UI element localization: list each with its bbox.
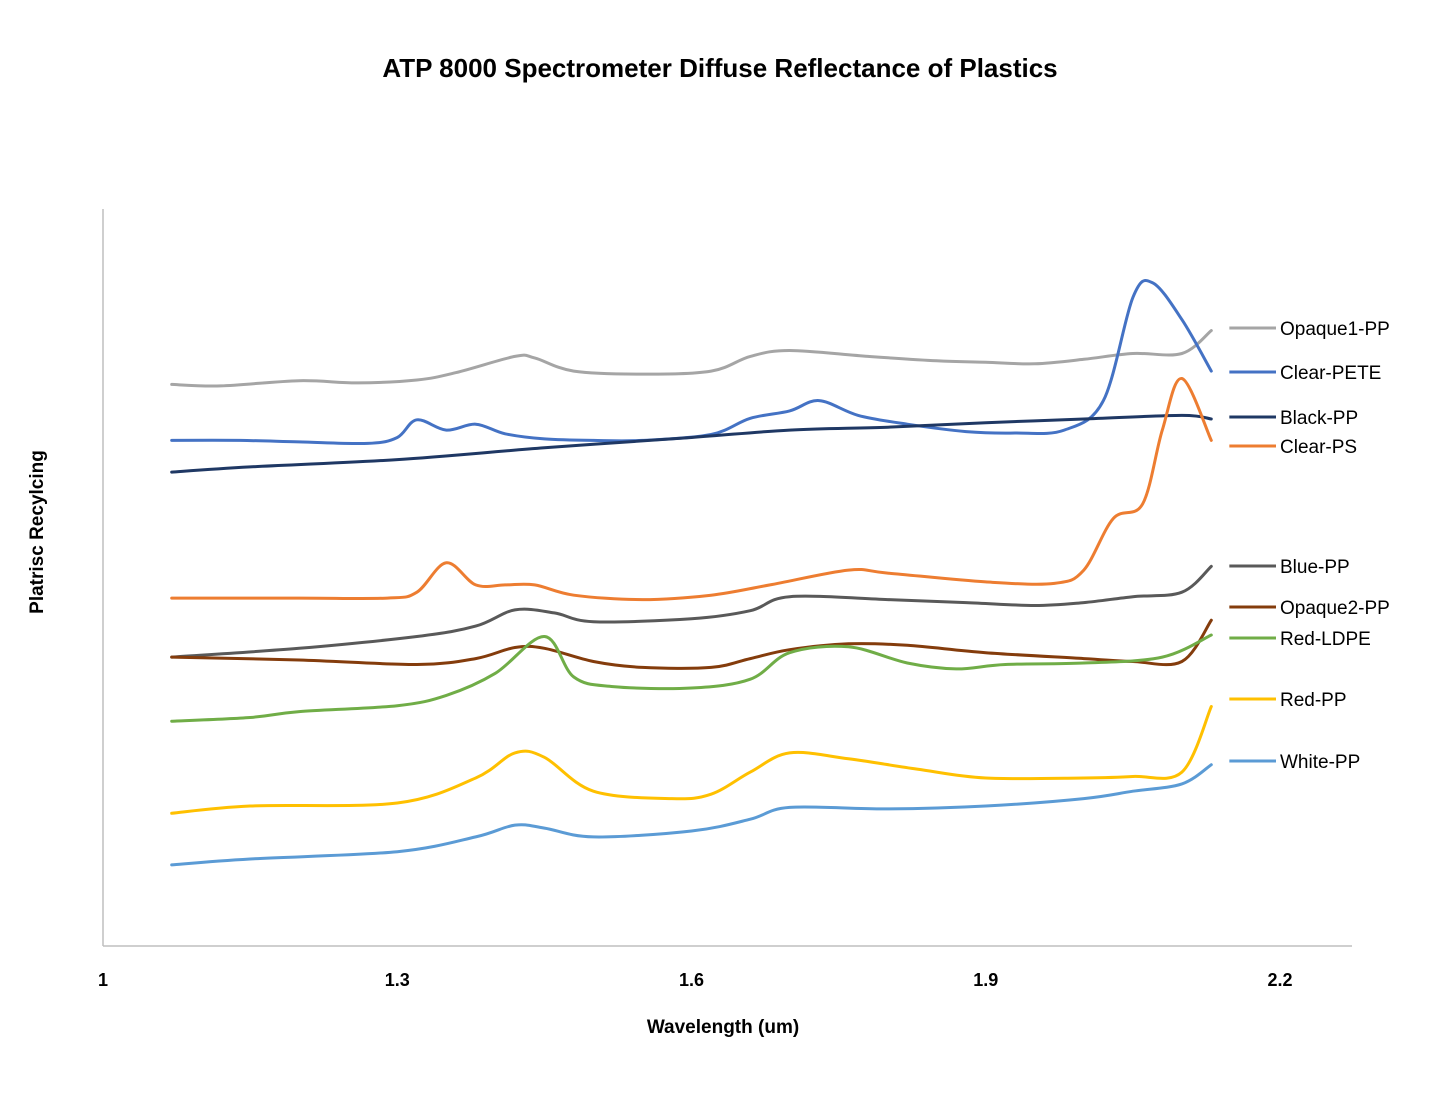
- legend-label: Red-PP: [1280, 690, 1347, 711]
- series-line-red-ldpe: [170, 633, 1213, 723]
- legend-label: Black-PP: [1280, 408, 1358, 429]
- series-line-red-pp: [170, 705, 1213, 815]
- series-line-blue-pp: [170, 564, 1213, 659]
- chart-title: ATP 8000 Spectrometer Diffuse Reflectanc…: [382, 53, 1057, 83]
- x-tick-label: 2.2: [1267, 970, 1292, 990]
- x-tick-label: 1: [98, 970, 108, 990]
- series-line-clear-ps: [170, 377, 1213, 602]
- series-line-white-pp: [170, 763, 1213, 867]
- series-line-clear-pete: [170, 279, 1213, 446]
- legend: Opaque1-PP Clear-PETE Black-PP Clear-PS Blue…: [1229, 319, 1390, 773]
- legend-label: Opaque2-PP: [1280, 598, 1390, 619]
- legend-label: Blue-PP: [1280, 557, 1350, 578]
- x-tick-label: 1.6: [679, 970, 704, 990]
- x-tick-labels: 1 1.3 1.6 1.9 2.2: [98, 970, 1293, 990]
- series-line-opaque1-pp: [170, 329, 1213, 388]
- legend-label: Red-LDPE: [1280, 629, 1371, 650]
- x-tick-label: 1.3: [385, 970, 410, 990]
- series-lines: [170, 279, 1213, 867]
- legend-label: Clear-PS: [1280, 437, 1357, 458]
- legend-label: Clear-PETE: [1280, 363, 1381, 384]
- y-axis-label: Platrisc Recylcing: [27, 450, 48, 614]
- x-tick-label: 1.9: [973, 970, 998, 990]
- x-axis-label: Wavelength (um): [647, 1017, 799, 1038]
- legend-label: Opaque1-PP: [1280, 319, 1390, 340]
- series-line-opaque2-pp: [170, 618, 1213, 670]
- series-line-black-pp: [170, 413, 1213, 474]
- legend-label: White-PP: [1280, 752, 1360, 773]
